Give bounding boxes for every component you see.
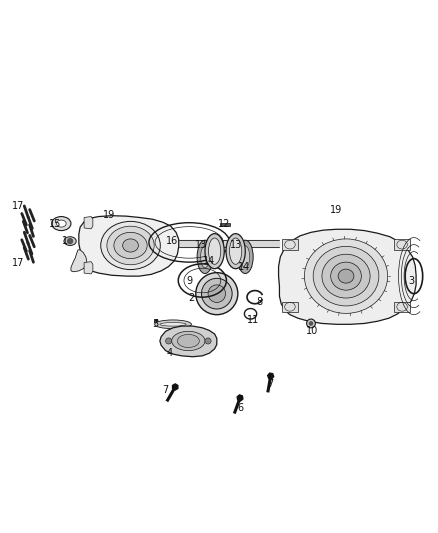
Text: 13: 13	[195, 240, 208, 251]
Ellipse shape	[64, 237, 76, 246]
Text: 11: 11	[247, 315, 259, 325]
Ellipse shape	[338, 269, 354, 283]
Text: 17: 17	[12, 201, 25, 211]
Polygon shape	[282, 302, 298, 312]
Polygon shape	[84, 216, 93, 229]
Text: 17: 17	[12, 258, 25, 268]
Polygon shape	[84, 262, 93, 274]
Ellipse shape	[331, 262, 361, 290]
Text: 8: 8	[256, 297, 262, 308]
Ellipse shape	[101, 221, 160, 270]
Text: 7: 7	[268, 379, 274, 389]
Polygon shape	[220, 223, 230, 226]
Polygon shape	[268, 373, 274, 379]
Polygon shape	[71, 250, 87, 272]
Text: 19: 19	[102, 210, 115, 220]
Ellipse shape	[313, 246, 379, 306]
Ellipse shape	[57, 220, 66, 227]
Text: 7: 7	[162, 385, 169, 395]
Polygon shape	[79, 216, 179, 276]
Ellipse shape	[123, 239, 138, 252]
Text: 19: 19	[330, 205, 343, 215]
Text: 12: 12	[218, 219, 230, 229]
Ellipse shape	[322, 254, 370, 298]
Text: 15: 15	[49, 219, 61, 229]
Ellipse shape	[196, 273, 238, 314]
Ellipse shape	[201, 278, 232, 309]
Text: 1: 1	[62, 236, 68, 246]
Ellipse shape	[155, 320, 191, 329]
Ellipse shape	[114, 232, 147, 259]
Text: 10: 10	[306, 326, 318, 336]
Text: 3: 3	[409, 276, 415, 286]
Polygon shape	[279, 229, 416, 324]
Text: 4: 4	[167, 348, 173, 358]
Polygon shape	[160, 326, 217, 357]
Text: 13: 13	[230, 240, 242, 251]
Text: 16: 16	[166, 236, 178, 246]
Ellipse shape	[208, 285, 226, 302]
Ellipse shape	[166, 338, 172, 344]
Ellipse shape	[172, 332, 205, 351]
Polygon shape	[155, 320, 158, 325]
Text: 5: 5	[152, 319, 159, 329]
Text: 14: 14	[238, 262, 251, 272]
Ellipse shape	[309, 322, 313, 325]
Ellipse shape	[237, 240, 253, 273]
Polygon shape	[394, 239, 410, 250]
Ellipse shape	[67, 238, 73, 244]
Text: 14: 14	[203, 256, 215, 266]
Ellipse shape	[201, 246, 209, 268]
Text: 2: 2	[189, 293, 195, 303]
Ellipse shape	[208, 238, 221, 264]
Ellipse shape	[52, 216, 71, 231]
Ellipse shape	[107, 226, 154, 265]
Ellipse shape	[226, 233, 245, 269]
Ellipse shape	[177, 334, 199, 348]
Ellipse shape	[241, 246, 250, 268]
Ellipse shape	[160, 322, 186, 326]
Text: 9: 9	[186, 276, 192, 286]
Ellipse shape	[197, 240, 213, 273]
Polygon shape	[394, 302, 410, 312]
Ellipse shape	[205, 338, 211, 344]
Polygon shape	[237, 395, 243, 401]
Ellipse shape	[205, 233, 224, 269]
Polygon shape	[173, 384, 178, 390]
Ellipse shape	[304, 239, 388, 313]
Ellipse shape	[230, 238, 242, 264]
Ellipse shape	[307, 319, 315, 328]
Polygon shape	[282, 239, 298, 250]
Text: 6: 6	[237, 402, 243, 413]
